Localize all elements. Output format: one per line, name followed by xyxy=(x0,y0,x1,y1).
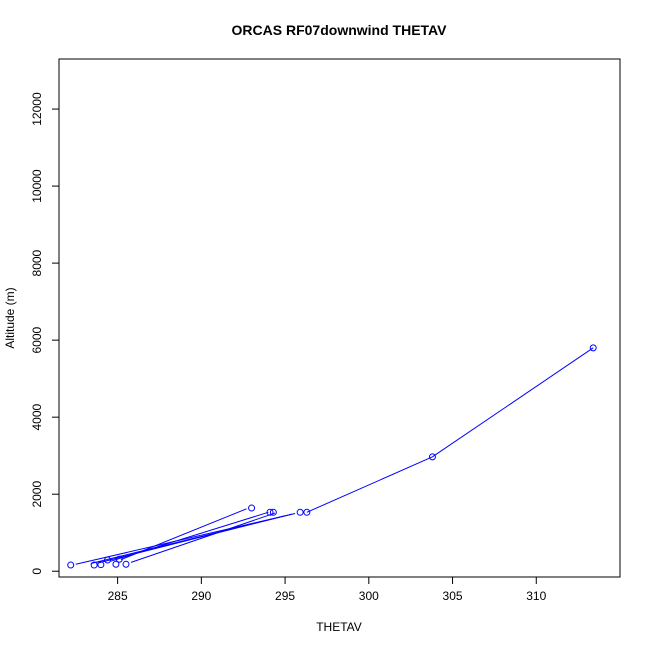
y-axis: 0 2000 4000 6000 8000 10000 12000 xyxy=(30,92,59,575)
data-point xyxy=(303,508,311,516)
data-point xyxy=(589,344,597,352)
data-point xyxy=(296,508,304,516)
x-tick-label: 300 xyxy=(359,589,379,603)
chart-title: ORCAS RF07downwind THETAV xyxy=(232,22,448,38)
y-tick-label: 12000 xyxy=(30,92,44,126)
data-point xyxy=(428,453,436,461)
x-tick-label: 295 xyxy=(275,589,295,603)
series-lines xyxy=(75,347,594,565)
y-tick-label: 4000 xyxy=(30,404,44,431)
y-axis-label: Altitude (m) xyxy=(3,287,17,348)
data-point xyxy=(67,561,75,569)
data-point xyxy=(97,561,105,569)
data-point xyxy=(115,555,123,563)
series-line-segment xyxy=(306,456,433,513)
y-tick-label: 10000 xyxy=(30,169,44,203)
x-tick-label: 305 xyxy=(443,589,463,603)
plot-frame xyxy=(58,58,621,578)
data-point xyxy=(122,560,130,568)
data-point xyxy=(266,508,274,516)
y-tick-label: 2000 xyxy=(30,481,44,508)
series-line-segment xyxy=(120,508,247,561)
x-axis-label: THETAV xyxy=(316,620,362,634)
series-line-segment xyxy=(432,347,594,458)
data-point xyxy=(112,560,120,568)
y-tick-label: 6000 xyxy=(30,326,44,353)
series-line-segment xyxy=(90,513,292,565)
x-axis: 285 290 295 300 305 310 xyxy=(108,577,547,603)
series-points xyxy=(67,344,597,569)
data-point xyxy=(248,504,256,512)
data-point xyxy=(104,556,112,564)
y-tick-label: 0 xyxy=(30,568,44,575)
series-line-segment xyxy=(130,512,276,563)
data-point xyxy=(269,508,277,516)
x-tick-label: 285 xyxy=(108,589,128,603)
x-tick-label: 310 xyxy=(526,589,546,603)
y-tick-label: 8000 xyxy=(30,249,44,276)
x-tick-label: 290 xyxy=(191,589,211,603)
data-point xyxy=(90,561,98,569)
